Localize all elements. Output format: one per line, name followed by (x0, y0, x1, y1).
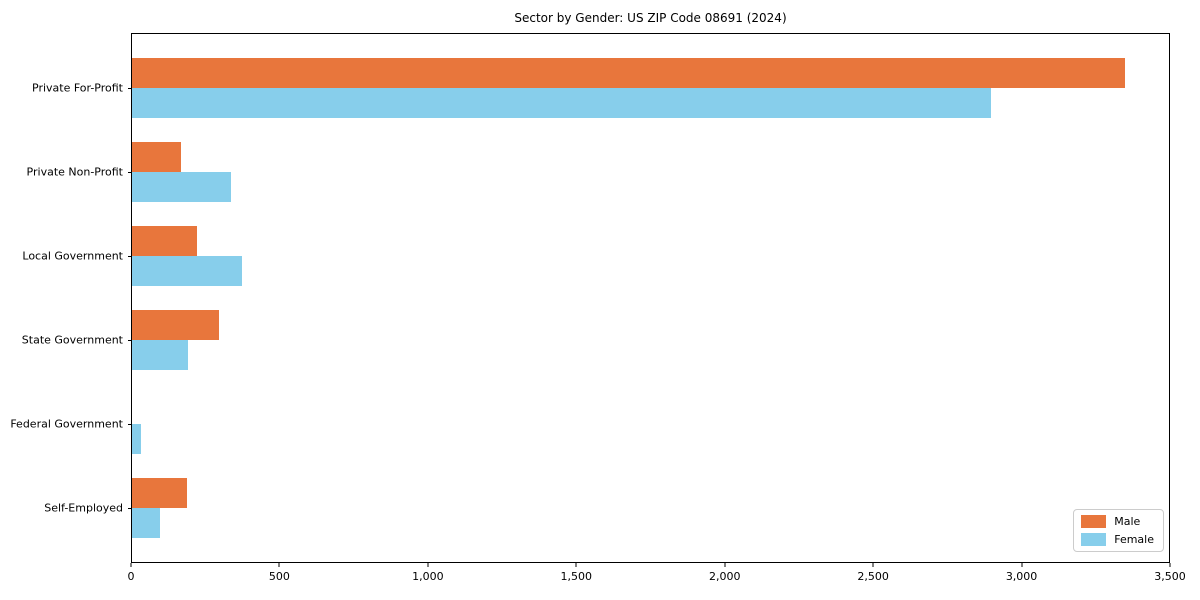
bar-groups-container: Private For-Profit Private Non-Profit Loca… (10, 34, 1169, 562)
female-bar (132, 424, 141, 454)
female-bar (132, 256, 242, 286)
male-bar (132, 142, 181, 172)
x-axis-tick (575, 563, 577, 567)
x-axis-tick-label: 1,000 (412, 570, 444, 583)
male-bar (132, 226, 198, 256)
y-axis-tick (128, 88, 132, 89)
x-axis-tick (872, 563, 874, 567)
legend-label-female: Female (1114, 533, 1154, 546)
legend-swatch-male (1081, 515, 1107, 528)
chart-title: Sector by Gender: US ZIP Code 08691 (202… (514, 11, 787, 25)
y-axis-tick (128, 340, 132, 341)
y-axis-category-label: Federal Government (10, 417, 123, 431)
y-axis-tick (128, 424, 132, 425)
x-axis-tick-label: 2,500 (857, 570, 889, 583)
y-axis-tick (128, 508, 132, 509)
legend-row-male: Male (1081, 515, 1154, 528)
x-axis-tick (278, 563, 280, 567)
bar-group: Self-Employed (44, 478, 1169, 538)
y-axis-category-label: State Government (21, 333, 123, 347)
x-axis-tick-label: 3,000 (1005, 570, 1038, 583)
x-axis-tick-label: 500 (268, 570, 290, 583)
legend-row-female: Female (1081, 533, 1154, 546)
x-axis-tick (1021, 563, 1023, 567)
y-axis-tick (128, 256, 132, 257)
x-axis-tick (427, 563, 429, 567)
y-axis-tick (128, 172, 132, 173)
female-bar (132, 508, 161, 538)
plot-area: Private For-Profit Private Non-Profit Loca… (10, 33, 1170, 563)
y-axis-category-label: Private Non-Profit (26, 165, 123, 179)
bar-group: Federal Government (10, 394, 1169, 454)
male-bar (132, 58, 1125, 88)
legend-label-male: Male (1114, 515, 1141, 528)
male-bar (132, 310, 220, 340)
y-axis-category-label: Self-Employed (44, 501, 123, 515)
x-axis-tick-label: 2,000 (708, 570, 741, 583)
female-bar (132, 172, 232, 202)
female-bar (132, 340, 189, 370)
bar-group: Private For-Profit (32, 58, 1169, 118)
male-bar (132, 478, 187, 508)
bar-group: State Government (22, 310, 1169, 370)
x-axis-tick-label: 0 (127, 570, 135, 583)
y-axis-category-label: Private For-Profit (32, 81, 123, 95)
x-axis-tick (724, 563, 726, 567)
x-axis-tick (130, 563, 132, 567)
legend: Male Female (1073, 509, 1164, 552)
x-axis: 0 500 1,000 1,500 2,000 2,500 3,000 3,500 (127, 563, 1186, 593)
legend-swatch-female (1081, 533, 1107, 546)
y-axis-category-label: Local Government (22, 249, 123, 263)
x-axis-tick-label: 1,500 (560, 570, 593, 583)
female-bar (132, 88, 992, 118)
x-axis-tick (1169, 563, 1171, 567)
x-axis-tick-label: 3,500 (1154, 570, 1186, 583)
bar-group: Private Non-Profit (27, 142, 1169, 202)
bar-group: Local Government (22, 226, 1169, 286)
